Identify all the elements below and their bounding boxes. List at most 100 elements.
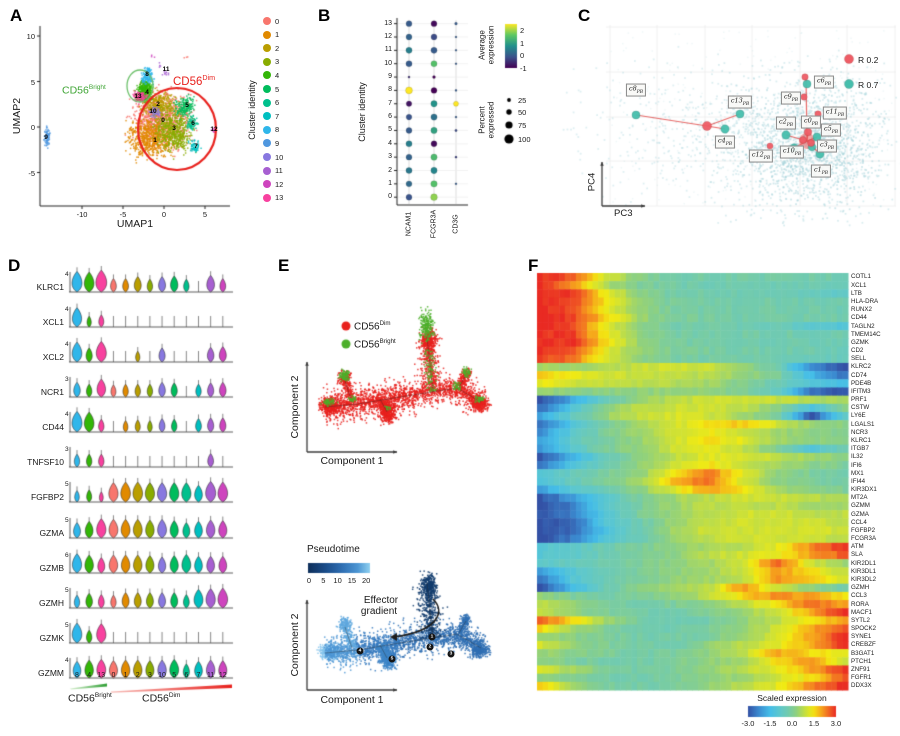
heatmap-gene-label: RUNX2 — [851, 306, 872, 314]
pca-cluster-tag: c13PB — [727, 95, 753, 109]
cluster-legend-swatch — [263, 193, 271, 202]
dotplot-row-label: 8 — [388, 86, 392, 94]
dotplot-row-label: 12 — [384, 33, 392, 40]
cluster-legend-label: 2 — [275, 43, 280, 53]
violin-gene-label: FGFBP2 — [30, 492, 64, 502]
violin-cluster-number: 2 — [135, 672, 140, 679]
pca-cluster-tag: c4PB — [714, 135, 736, 149]
effector-gradient-annotation-line1: Effector — [363, 595, 399, 606]
dotplot-row-label: 13 — [384, 19, 392, 27]
cluster-legend-label: 3 — [275, 57, 280, 67]
heatmap-gene-label: SPOCK2 — [851, 625, 877, 633]
heatmap-gene-label: ITGB7 — [851, 445, 869, 453]
percent-expressed-legend-title: Percent expressed — [477, 101, 495, 139]
component2-axis-title-top: Component 2 — [289, 375, 301, 439]
heatmap-gene-label: SYTL2 — [851, 616, 870, 624]
cluster-legend-label: 12 — [275, 179, 284, 189]
heatmap-gene-label: IFI6 — [851, 461, 862, 469]
violin-cluster-number: 6 — [184, 672, 189, 679]
heatmap-gene-label: PRF1 — [851, 396, 867, 404]
pca-cluster-tag-sub: PB — [831, 129, 839, 135]
umap-cluster-number: 6 — [191, 120, 195, 127]
heatmap-gene-label: IFITM3 — [851, 387, 871, 395]
umap-cluster-number: 10 — [149, 108, 157, 115]
cluster-legend-label: 7 — [275, 111, 280, 121]
violin-gene-label: NCR1 — [40, 387, 64, 397]
dotplot-row-label: 9 — [388, 73, 392, 81]
umap-cluster-number: 11 — [162, 66, 170, 73]
pca-cluster-tag: c6PB — [813, 75, 835, 89]
branch-point-marker: 4 — [356, 647, 364, 655]
legend-r02-label: R 0.2 — [858, 55, 879, 65]
violin-gene-label: XCL2 — [42, 352, 64, 362]
heatmap-gene-label: KLRC2 — [851, 363, 871, 371]
heatmap-gene-label: NCR3 — [851, 428, 868, 436]
umap-cluster-number: 4 — [145, 89, 149, 96]
violin-cluster-number: 11 — [207, 672, 215, 679]
umap-cluster-number: 0 — [161, 117, 165, 124]
heatmap-gene-label: MT2A — [851, 494, 868, 502]
scaled-expression-tick: -1.5 — [763, 719, 777, 728]
violin-ymax-label: 4 — [65, 411, 69, 418]
pca-cluster-tag-text: c12 — [751, 150, 764, 159]
heatmap-gene-label: PTCH1 — [851, 657, 872, 665]
heatmap-gene-label: LGALS1 — [851, 420, 875, 428]
cd56bright-annotation: CD56Bright — [62, 84, 106, 97]
violin-gene-label: KLRC1 — [36, 282, 64, 292]
violin-ymax-label: 5 — [65, 481, 69, 488]
cluster-legend-swatch — [263, 57, 271, 66]
umap-y-tick: 5 — [30, 77, 35, 87]
effector-gradient-annotation-line2: gradient — [360, 606, 398, 617]
cluster-legend-swatch — [263, 44, 271, 53]
violin-ymax-label: 5 — [65, 517, 69, 524]
cluster-legend-label: 11 — [275, 166, 283, 176]
violin-gene-label: GZMB — [39, 563, 64, 573]
heatmap-gene-label: XCL1 — [851, 281, 867, 289]
cluster-identity-legend-title: Cluster identity — [247, 80, 257, 140]
violin-gene-label: GZMK — [39, 633, 64, 643]
pseudotime-tick: 10 — [333, 576, 342, 585]
violin-gene-label: GZMA — [39, 528, 64, 538]
umap-cluster-number: 7 — [194, 143, 198, 150]
violin-gene-label: TNFSF10 — [27, 457, 64, 467]
violin-cluster-number: 13 — [97, 672, 106, 679]
pseudotime-tick: 20 — [362, 576, 371, 585]
avg-expression-tick: 1 — [520, 38, 525, 48]
violin-gene-label: GZMH — [38, 598, 64, 608]
heatmap-gene-label: KIR3DL1 — [851, 567, 877, 575]
dotplot-row-label: 2 — [388, 166, 392, 174]
dotplot-gene-label: NCAM1 — [405, 211, 413, 237]
pca-cluster-tag-sub: PB — [827, 145, 835, 151]
cluster-legend-label: 13 — [275, 193, 284, 203]
violin-cluster-number: 7 — [196, 672, 201, 679]
percent-expressed-tick: 25 — [518, 95, 527, 105]
percent-expressed-tick: 100 — [518, 134, 531, 144]
cluster-legend-swatch — [263, 153, 271, 161]
pca-cluster-tag-text: c3 — [819, 140, 828, 149]
umap-cluster-number: 9 — [44, 134, 48, 141]
pca-cluster-tag: c11PB — [822, 106, 848, 120]
violin-cluster-number: 10 — [158, 672, 166, 679]
cluster-legend-label: 0 — [275, 16, 280, 26]
scaled-expression-tick: 1.5 — [808, 719, 820, 728]
heatmap-gene-label: LY6E — [851, 412, 866, 420]
pca-cluster-tag-text: c1 — [813, 165, 822, 174]
avg-expression-tick: 2 — [520, 25, 525, 35]
pca-cluster-tag: c0PB — [800, 115, 822, 129]
cluster-legend-label: 1 — [275, 30, 280, 40]
cluster-legend-swatch — [263, 17, 271, 25]
panel-a-label: A — [10, 6, 23, 25]
violin-cluster-number: 5 — [172, 672, 177, 679]
cluster-legend-swatch — [263, 125, 271, 134]
pca-cluster-tag-sub: PB — [763, 155, 771, 161]
umap-x-axis-title: UMAP1 — [116, 218, 154, 230]
violin-cluster-number: 12 — [218, 672, 227, 679]
heatmap-gene-label: CREBZF — [851, 641, 876, 649]
heatmap-gene-label: RORA — [851, 600, 869, 608]
dotplot-gene-label: CD3G — [452, 214, 460, 234]
legend-r07-label: R 0.7 — [858, 80, 879, 90]
pca-cluster-tag: c8PB — [625, 83, 647, 97]
dotplot-row-label: 11 — [384, 46, 392, 54]
pca-cluster-tag-text: c6 — [816, 76, 825, 85]
